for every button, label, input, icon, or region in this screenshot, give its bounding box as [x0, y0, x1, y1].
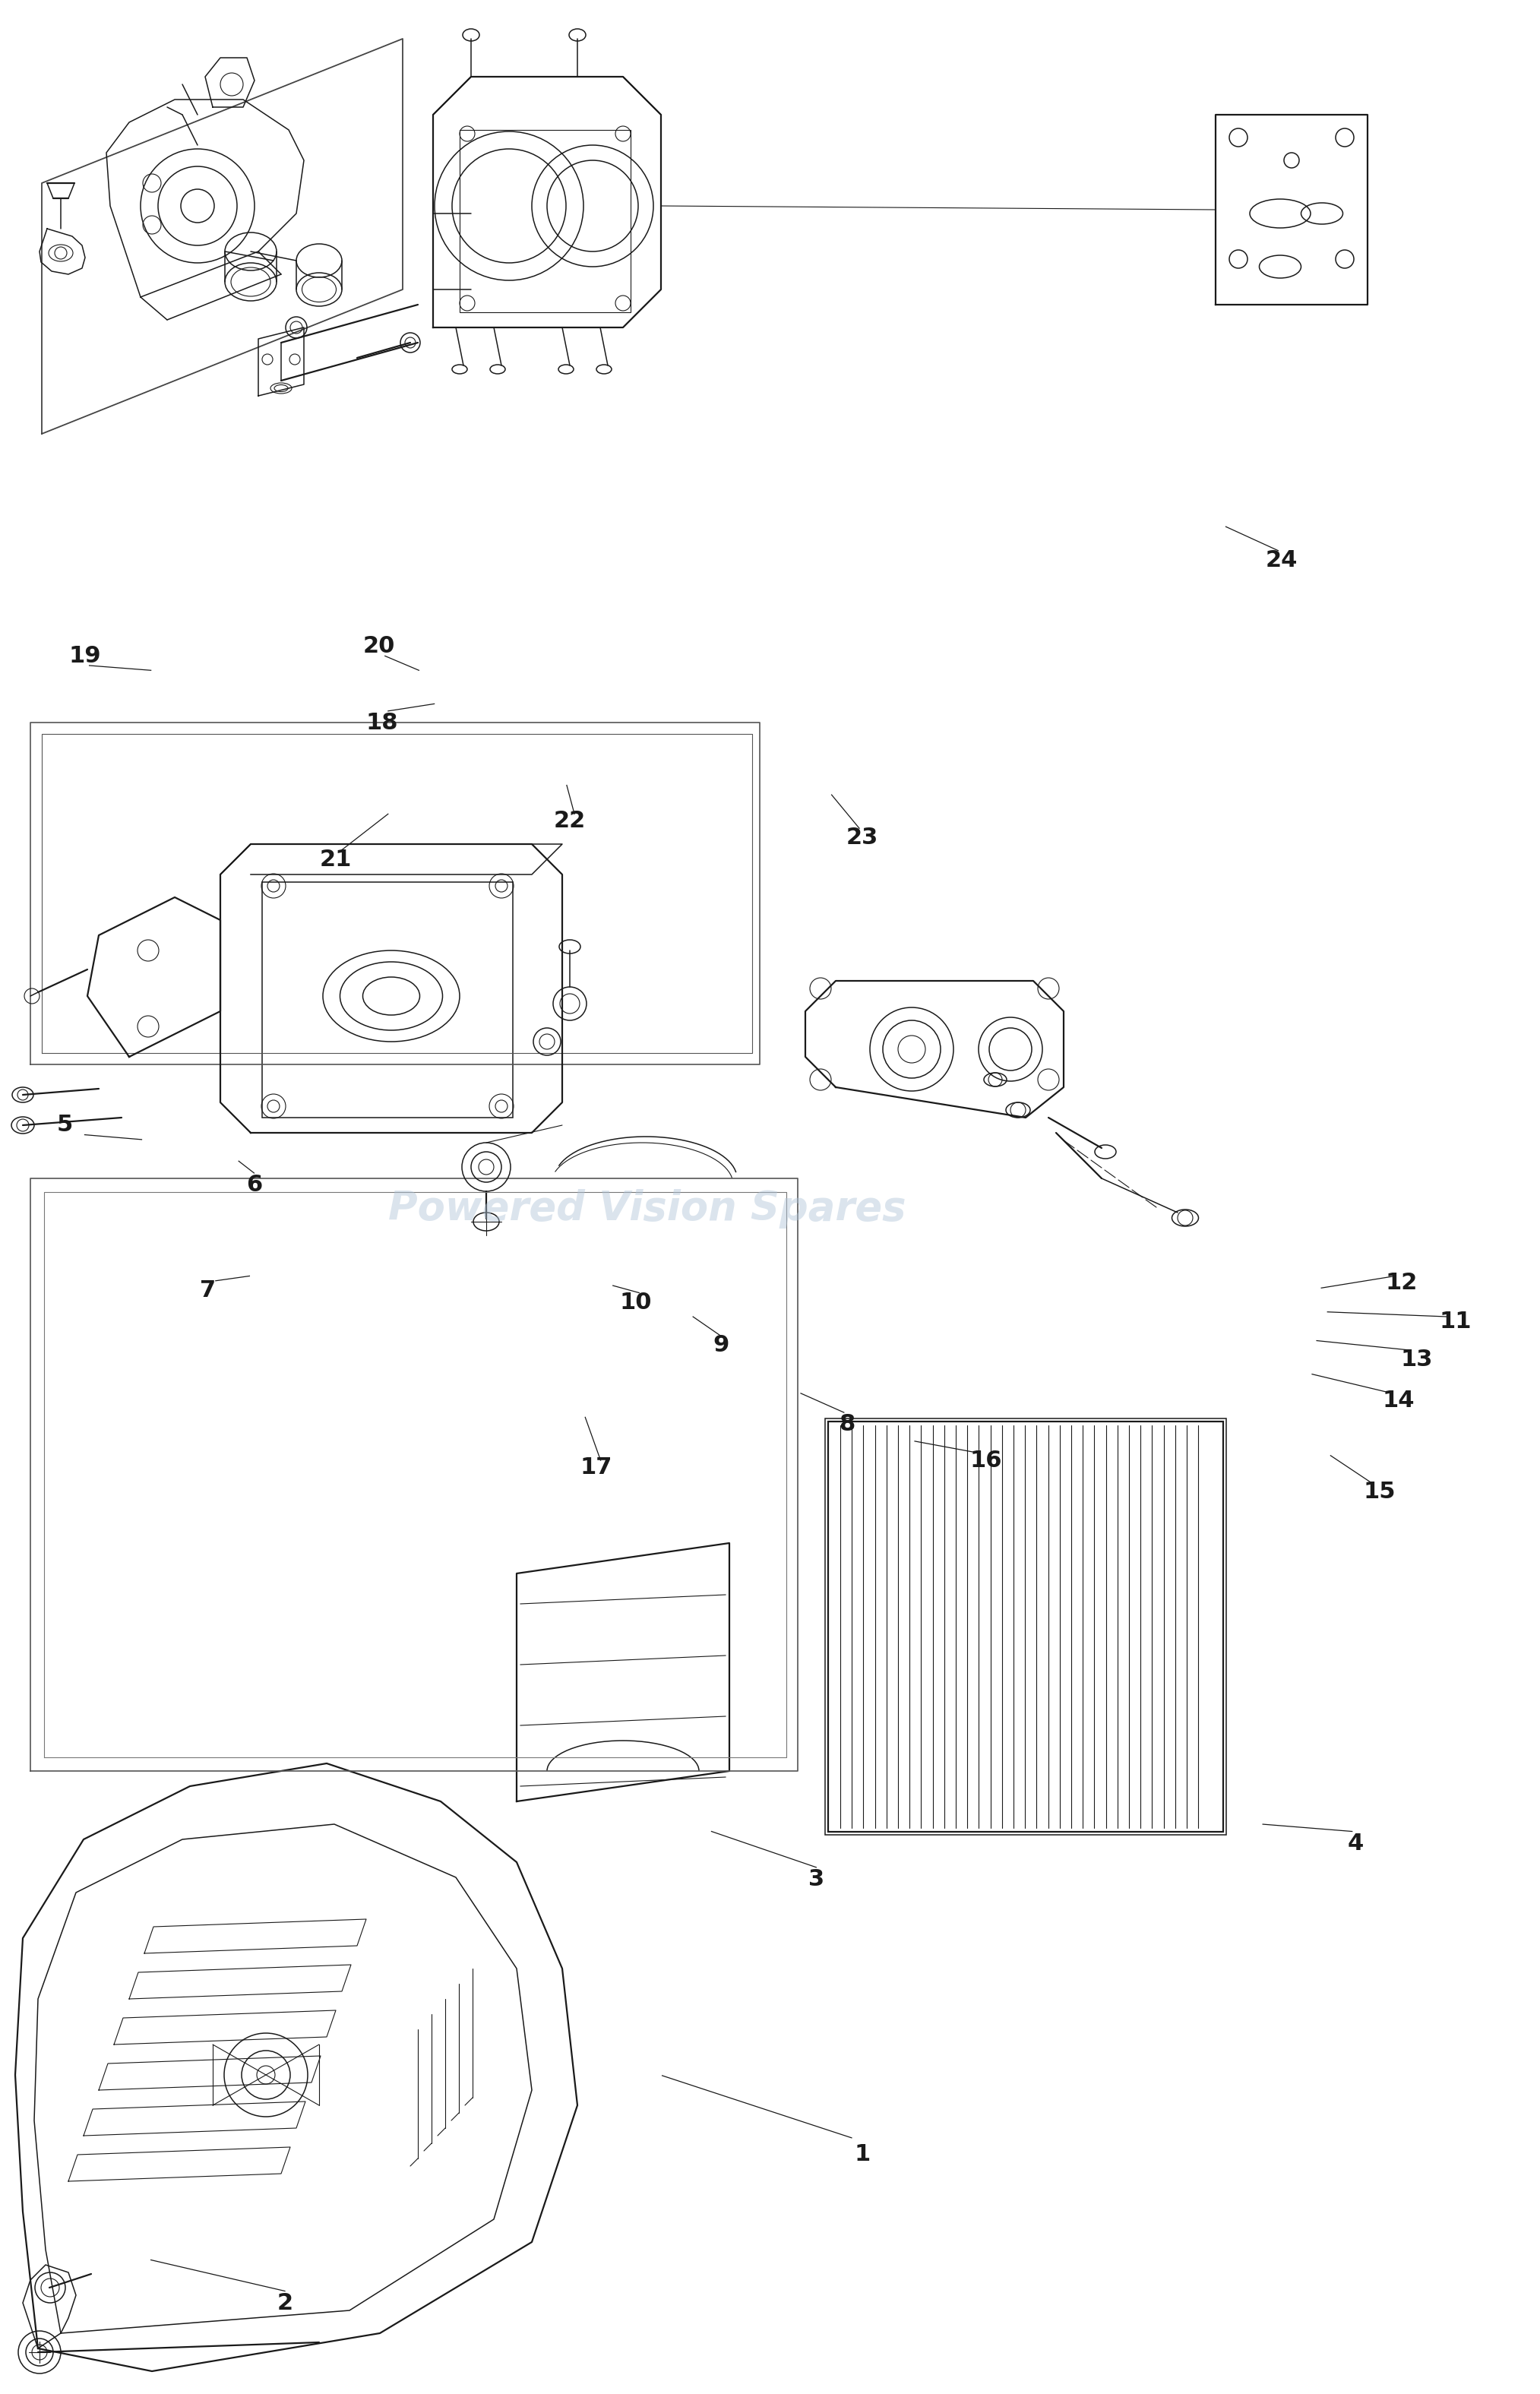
Text: 19: 19: [68, 644, 102, 668]
Text: 23: 23: [847, 826, 878, 850]
Text: 20: 20: [363, 634, 394, 658]
Text: 11: 11: [1440, 1310, 1471, 1333]
Text: 22: 22: [554, 809, 585, 833]
Text: 24: 24: [1266, 548, 1297, 572]
Bar: [829, 1422, 1223, 1831]
Text: 5: 5: [57, 1113, 72, 1137]
Bar: [459, 129, 630, 311]
Text: 21: 21: [320, 847, 351, 871]
Text: 6: 6: [246, 1173, 262, 1197]
Text: Powered Vision Spares: Powered Vision Spares: [388, 1190, 906, 1228]
Text: 15: 15: [1364, 1479, 1395, 1503]
Text: 2: 2: [277, 2291, 293, 2315]
Text: 8: 8: [839, 1412, 855, 1436]
Bar: [825, 1420, 1226, 1834]
Text: 13: 13: [1401, 1348, 1432, 1372]
Text: 16: 16: [970, 1448, 1001, 1472]
Text: 4: 4: [1348, 1831, 1363, 1855]
Text: 7: 7: [200, 1278, 216, 1302]
Text: 10: 10: [621, 1290, 651, 1314]
Bar: [262, 881, 513, 1118]
Text: 17: 17: [581, 1456, 611, 1479]
Text: 18: 18: [367, 711, 397, 735]
Text: 9: 9: [713, 1333, 728, 1357]
Text: 1: 1: [855, 2143, 870, 2167]
Text: 14: 14: [1383, 1389, 1414, 1412]
Text: 12: 12: [1386, 1271, 1417, 1295]
Text: 3: 3: [808, 1867, 824, 1891]
